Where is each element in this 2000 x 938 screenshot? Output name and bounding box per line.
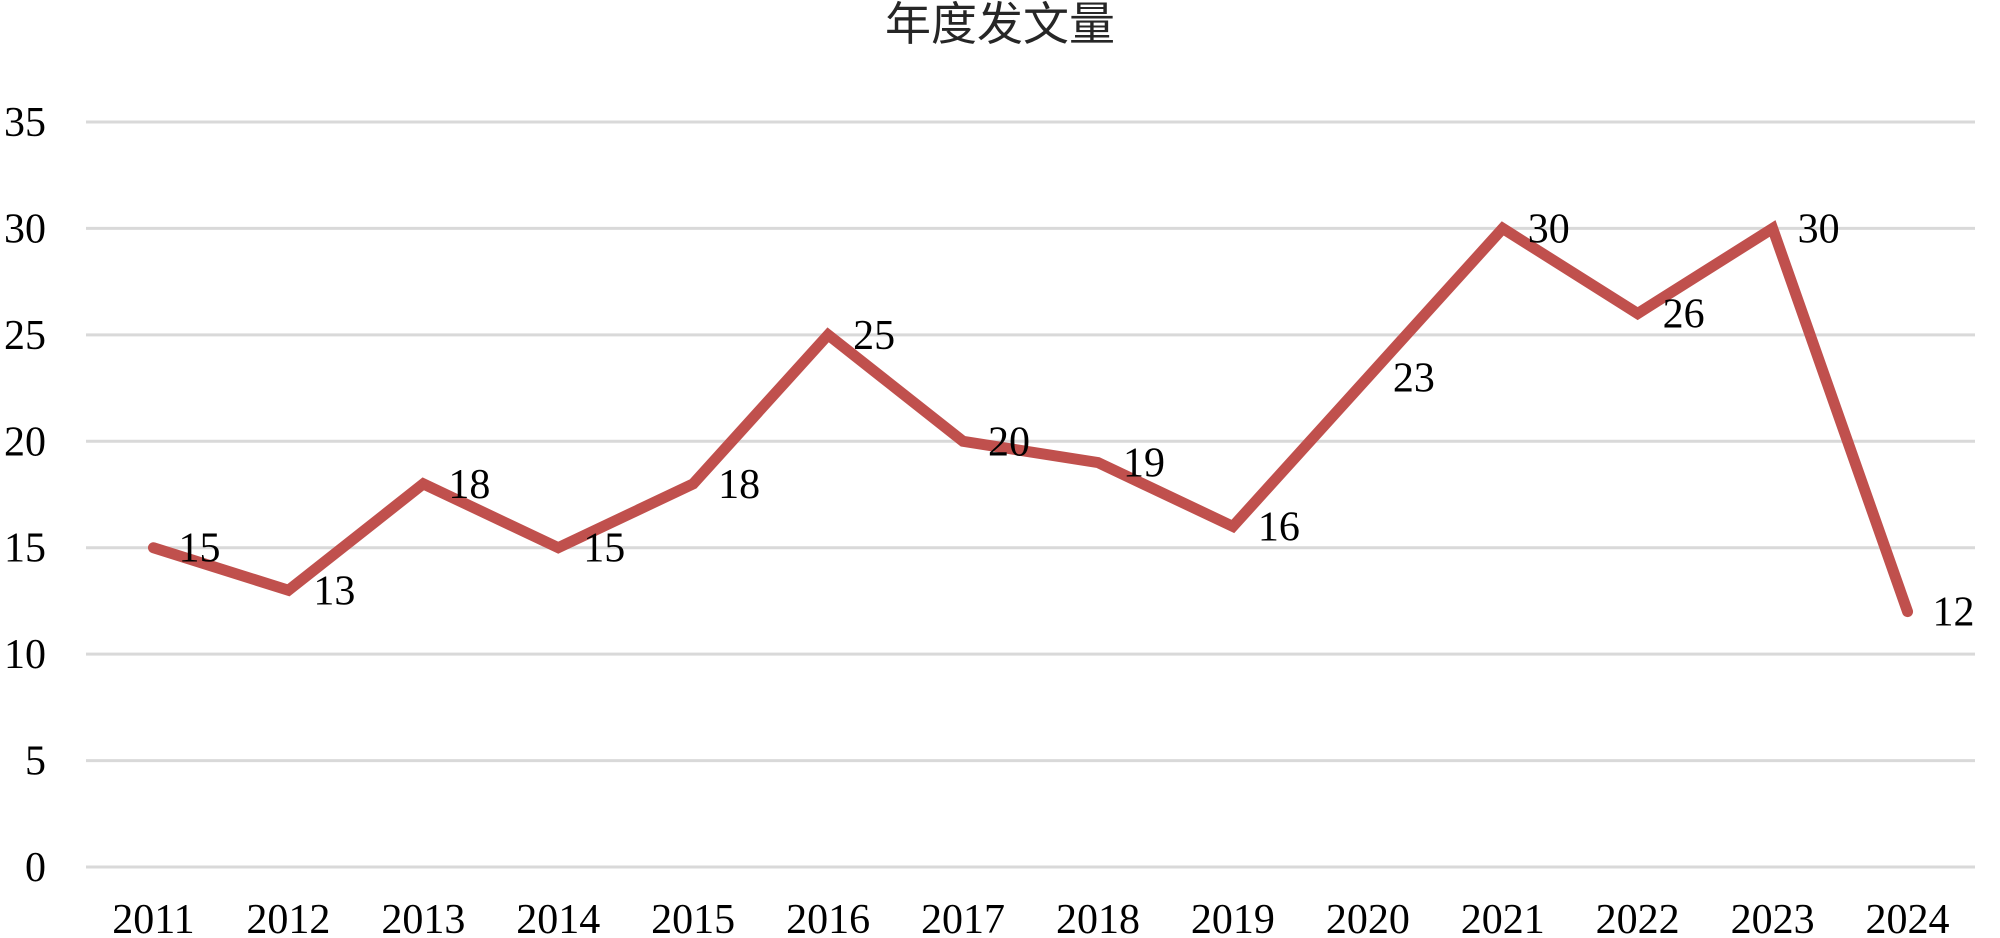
data-point — [148, 542, 159, 553]
x-tick-label: 2024 — [1866, 897, 1950, 938]
data-label: 13 — [313, 568, 355, 614]
data-label: 18 — [448, 462, 490, 508]
x-tick-label: 2012 — [246, 897, 330, 938]
data-label: 25 — [853, 313, 895, 359]
y-tick-label: 5 — [25, 739, 46, 785]
y-tick-label: 0 — [25, 845, 46, 891]
x-tick-label: 2017 — [921, 897, 1005, 938]
data-label: 18 — [718, 462, 760, 508]
data-label: 15 — [583, 526, 625, 572]
data-label: 12 — [1933, 590, 1975, 636]
y-tick-label: 10 — [4, 632, 46, 678]
data-point — [418, 478, 429, 489]
series-layer — [147, 220, 1914, 618]
data-point — [1227, 521, 1238, 532]
y-tick-label: 20 — [4, 419, 46, 465]
chart-title: 年度发文量 — [885, 0, 1115, 51]
y-tick-label: 25 — [4, 313, 46, 359]
data-point — [1092, 457, 1103, 468]
x-tick-label: 2011 — [112, 897, 194, 938]
data-point — [958, 436, 969, 447]
y-tick-label: 35 — [4, 100, 46, 146]
data-labels: 15 13 18 15 18 25 20 19 16 23 30 26 30 12 — [178, 206, 1974, 635]
data-point — [1767, 223, 1778, 234]
data-point — [688, 478, 699, 489]
data-label: 16 — [1258, 504, 1300, 550]
data-point — [553, 542, 564, 553]
data-point — [1902, 606, 1913, 617]
x-tick-label: 2018 — [1056, 897, 1140, 938]
x-tick-label: 2019 — [1191, 897, 1275, 938]
y-tick-label: 30 — [4, 206, 46, 252]
x-tick-label: 2014 — [516, 897, 600, 938]
series-line — [147, 220, 1914, 618]
data-label: 15 — [178, 526, 220, 572]
y-tick-label: 15 — [4, 526, 46, 572]
x-axis-ticks: 2011 2012 2013 2014 2015 2016 2017 2018 2019 2020… — [112, 897, 1949, 938]
x-tick-label: 2020 — [1326, 897, 1410, 938]
x-tick-label: 2023 — [1731, 897, 1815, 938]
data-label: 30 — [1528, 206, 1570, 252]
gridlines — [86, 120, 1975, 869]
data-label: 19 — [1123, 441, 1165, 487]
x-tick-label: 2021 — [1461, 897, 1545, 938]
data-point — [1362, 372, 1373, 383]
data-label: 23 — [1393, 355, 1435, 401]
x-tick-label: 2015 — [651, 897, 735, 938]
data-point — [823, 329, 834, 340]
y-axis-ticks: 0 5 10 15 20 25 30 35 — [4, 100, 46, 891]
x-tick-label: 2016 — [786, 897, 870, 938]
data-label: 26 — [1663, 292, 1705, 338]
data-label: 20 — [988, 419, 1030, 465]
data-point — [283, 585, 294, 596]
x-tick-label: 2013 — [381, 897, 465, 938]
x-tick-label: 2022 — [1596, 897, 1680, 938]
data-point — [1497, 223, 1508, 234]
data-point — [1632, 308, 1643, 319]
data-label: 30 — [1798, 206, 1840, 252]
